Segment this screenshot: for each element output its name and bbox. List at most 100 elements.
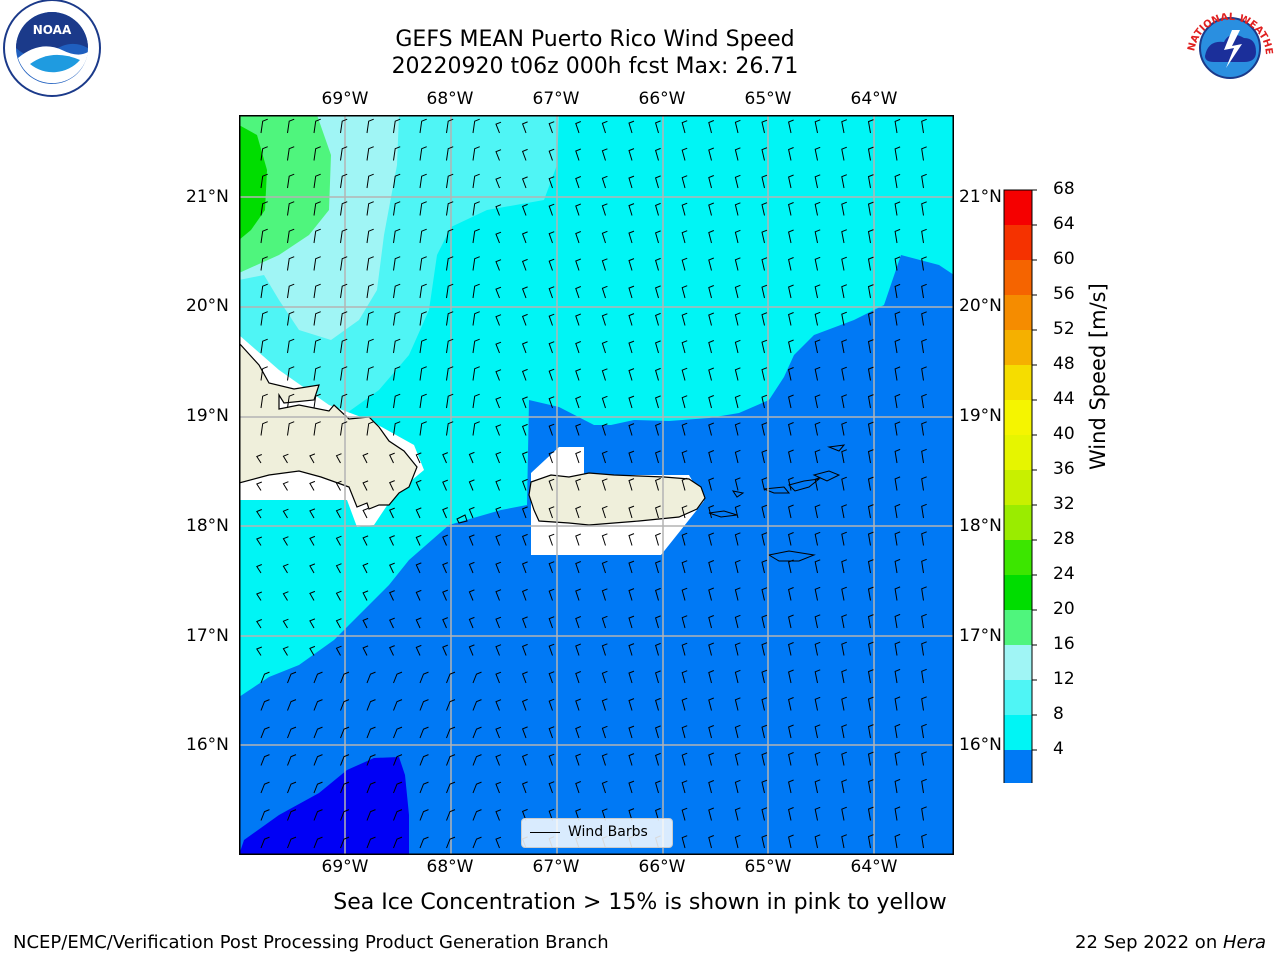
wind-barb: [313, 201, 321, 216]
wind-barb: [601, 395, 608, 409]
wind-barb: [415, 589, 422, 601]
wind-barb: [366, 671, 376, 684]
wind-barb: [761, 284, 768, 299]
wind-barb: [867, 311, 874, 326]
wind-barb: [419, 311, 427, 326]
wind-barb: [282, 536, 289, 546]
wind-barb: [256, 619, 262, 629]
wind-barb: [761, 807, 768, 821]
wind-barb: [708, 477, 714, 491]
wind-barb: [419, 754, 429, 766]
wind-barb: [287, 118, 295, 134]
wind-barb: [521, 478, 528, 491]
wind-barb: [894, 448, 901, 464]
wind-barb: [282, 618, 289, 629]
wind-barb: [446, 699, 456, 711]
wind-barb: [340, 836, 350, 849]
wind-barb: [419, 781, 429, 794]
wind-barb: [548, 231, 555, 244]
wind-barb: [362, 617, 369, 629]
wind-barb: [495, 451, 502, 464]
wind-barb: [761, 532, 768, 546]
wind-barb: [495, 204, 502, 216]
wind-barb: [814, 531, 821, 546]
wind-barb: [814, 229, 821, 244]
wind-barb: [841, 779, 847, 794]
wind-barb: [340, 754, 350, 766]
wind-barb: [287, 283, 295, 299]
wind-barb: [419, 283, 427, 299]
wind-barb: [313, 754, 323, 766]
wind-barb: [708, 725, 714, 739]
wind-barb: [548, 451, 555, 464]
wind-barb: [415, 452, 422, 464]
wind-barb: [761, 422, 768, 436]
colorbar-segment: [1004, 365, 1032, 400]
wind-barb: [415, 562, 422, 574]
wind-barb: [256, 536, 262, 546]
wind-barb: [734, 174, 741, 189]
wind-barb: [495, 726, 502, 739]
wind-barb: [521, 698, 528, 711]
wind-barb: [287, 146, 295, 161]
wind-barb: [495, 369, 502, 381]
map-subtitle: Sea Ice Concentration > 15% is shown in …: [333, 890, 947, 915]
wind-barb: [681, 725, 688, 739]
wind-barb: [708, 285, 714, 299]
lon-label-bottom: 64°W: [850, 857, 898, 877]
wind-barb: [628, 588, 635, 601]
wind-barb: [681, 752, 688, 766]
wind-barb: [814, 339, 821, 354]
wind-barb: [654, 505, 661, 519]
wind-barb: [681, 505, 688, 519]
colorbar-segment: [1004, 505, 1032, 540]
wind-barb: [628, 478, 635, 491]
wind-barb: [393, 754, 403, 766]
colorbar-segment: [1004, 295, 1032, 330]
wind-barb: [814, 284, 821, 299]
lat-label-right: 16°N: [959, 735, 1002, 755]
wind-barb: [521, 231, 528, 244]
wind-barb: [393, 393, 401, 409]
wind-barb: [681, 615, 688, 629]
wind-barb: [419, 836, 429, 849]
wind-barb: [788, 724, 794, 739]
wind-barb: [761, 587, 768, 601]
wind-barb: [521, 423, 528, 436]
wind-barb: [681, 587, 688, 601]
wind-barb: [788, 697, 794, 711]
wind-barb: [260, 699, 270, 711]
wind-barb: [366, 781, 376, 794]
wind-barb: [921, 476, 927, 491]
wind-barb: [894, 778, 901, 794]
wind-barb: [708, 312, 714, 326]
colorbar-segment: [1004, 750, 1032, 783]
wind-barb: [260, 781, 270, 794]
wind-barb: [495, 561, 502, 574]
wind-barb: [495, 424, 502, 436]
lon-label-top: 69°W: [321, 89, 369, 109]
wind-barb: [340, 421, 348, 436]
wind-barb: [867, 366, 874, 381]
wind-barb: [260, 393, 268, 409]
wind-barb: [867, 779, 874, 794]
colorbar-tick-label: 28: [1053, 529, 1075, 549]
wind-barb: [681, 257, 688, 271]
wind-barb: [841, 449, 847, 464]
colorbar-tick-label: 44: [1053, 389, 1075, 409]
wind-barb: [548, 368, 555, 381]
wind-barb: [894, 393, 901, 409]
wind-barb: [393, 201, 401, 216]
wind-barb: [708, 780, 714, 794]
colorbar-tick-label: 60: [1053, 249, 1075, 269]
wind-barb: [788, 752, 794, 766]
wind-barb: [681, 835, 688, 849]
wind-barb: [495, 534, 502, 546]
wind-barb: [681, 422, 688, 436]
wind-barb: [921, 641, 927, 656]
wind-barb: [472, 283, 480, 299]
wind-barb: [654, 367, 661, 381]
wind-barb: [495, 671, 502, 684]
wind-barb: [256, 509, 262, 519]
footer-branch: NCEP/EMC/Verification Post Processing Pr…: [13, 932, 609, 953]
